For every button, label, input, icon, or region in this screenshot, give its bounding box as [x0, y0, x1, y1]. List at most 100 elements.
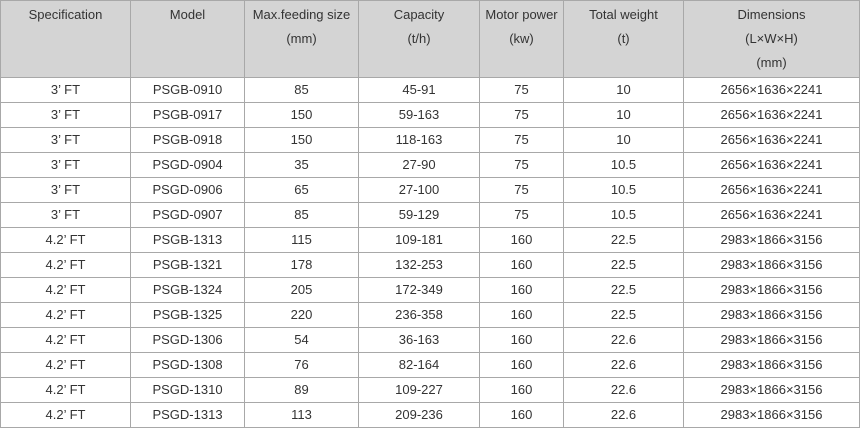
- table-row: 4.2’ FT PSGD-1313 113 209-236 160 22.6 2983×18…: [0, 402, 860, 428]
- table-cell: 10.5: [563, 177, 684, 203]
- header-text: (mm): [756, 55, 787, 70]
- table-cell: 54: [244, 327, 359, 353]
- table-cell: 22.5: [563, 302, 684, 328]
- table-cell: 3’ FT: [0, 102, 131, 128]
- table-cell: 3’ FT: [0, 177, 131, 203]
- table-cell: 76: [244, 352, 359, 378]
- header-text: Capacity: [393, 7, 445, 22]
- table-cell: 115: [244, 227, 359, 253]
- header-text: Specification: [28, 7, 103, 22]
- table-body: 3’ FT PSGB-0910 85 45-91 75 10 2656×1636×2241 3…: [0, 77, 860, 428]
- table-cell: 236-358: [358, 302, 480, 328]
- header-text: Motor power: [485, 7, 558, 22]
- table-row: 4.2’ FT PSGB-1321 178 132-253 160 22.5 2983×18…: [0, 252, 860, 278]
- table-cell: 85: [244, 77, 359, 103]
- table-cell: 75: [479, 77, 564, 103]
- table-cell: 160: [479, 352, 564, 378]
- table-cell: PSGB-1313: [130, 227, 245, 253]
- header-text: (t/h): [407, 31, 431, 46]
- table-cell: 10: [563, 127, 684, 153]
- table-cell: 75: [479, 152, 564, 178]
- table-cell: 3’ FT: [0, 152, 131, 178]
- table-cell: PSGB-1324: [130, 277, 245, 303]
- header-text: (L×W×H): [745, 31, 798, 46]
- table-cell: PSGB-1321: [130, 252, 245, 278]
- table-cell: PSGB-0917: [130, 102, 245, 128]
- table-cell: PSGD-1310: [130, 377, 245, 403]
- table-cell: 109-181: [358, 227, 480, 253]
- table-cell: 2656×1636×2241: [683, 177, 860, 203]
- table-cell: 45-91: [358, 77, 480, 103]
- table-row: 4.2’ FT PSGB-1313 115 109-181 160 22.5 2983×18…: [0, 227, 860, 253]
- table-row: 4.2’ FT PSGD-1306 54 36-163 160 22.6 2983×1866…: [0, 327, 860, 353]
- table-cell: PSGB-1325: [130, 302, 245, 328]
- table-cell: 172-349: [358, 277, 480, 303]
- header-cell: Max.feeding size (mm): [244, 0, 359, 78]
- table-cell: 3’ FT: [0, 127, 131, 153]
- table-cell: 4.2’ FT: [0, 377, 131, 403]
- table-cell: 4.2’ FT: [0, 302, 131, 328]
- header-cell: Model: [130, 0, 245, 78]
- table-cell: 85: [244, 202, 359, 228]
- table-cell: 75: [479, 202, 564, 228]
- table-cell: PSGB-0918: [130, 127, 245, 153]
- table-cell: 27-90: [358, 152, 480, 178]
- table-cell: 220: [244, 302, 359, 328]
- table-cell: 22.5: [563, 252, 684, 278]
- header-text: (kw): [509, 31, 534, 46]
- table-cell: 2983×1866×3156: [683, 377, 860, 403]
- table-cell: 160: [479, 227, 564, 253]
- table-row: 3’ FT PSGD-0906 65 27-100 75 10.5 2656×1636×22…: [0, 177, 860, 203]
- table-cell: 160: [479, 252, 564, 278]
- table-cell: 2983×1866×3156: [683, 277, 860, 303]
- table-cell: 27-100: [358, 177, 480, 203]
- table-cell: 10.5: [563, 152, 684, 178]
- table-cell: PSGD-1308: [130, 352, 245, 378]
- table-cell: PSGD-0904: [130, 152, 245, 178]
- table-cell: 160: [479, 327, 564, 353]
- table-cell: 10: [563, 102, 684, 128]
- table-cell: PSGD-0907: [130, 202, 245, 228]
- table-row: 4.2’ FT PSGD-1308 76 82-164 160 22.6 2983×1866…: [0, 352, 860, 378]
- table-header: Specification Model Max.feeding size (mm) Ca…: [0, 0, 860, 78]
- table-cell: 89: [244, 377, 359, 403]
- table-cell: PSGB-0910: [130, 77, 245, 103]
- header-text: Total weight: [589, 7, 658, 22]
- table-cell: 178: [244, 252, 359, 278]
- table-cell: 10.5: [563, 202, 684, 228]
- table-cell: 35: [244, 152, 359, 178]
- table-cell: 4.2’ FT: [0, 227, 131, 253]
- table-cell: 22.6: [563, 352, 684, 378]
- table-cell: 4.2’ FT: [0, 327, 131, 353]
- table-cell: 22.5: [563, 277, 684, 303]
- table-cell: PSGD-1306: [130, 327, 245, 353]
- table-cell: 4.2’ FT: [0, 352, 131, 378]
- table-cell: 2983×1866×3156: [683, 227, 860, 253]
- table-cell: 65: [244, 177, 359, 203]
- table-cell: 132-253: [358, 252, 480, 278]
- table-cell: 59-129: [358, 202, 480, 228]
- table-row: 3’ FT PSGD-0907 85 59-129 75 10.5 2656×1636×22…: [0, 202, 860, 228]
- header-text: Model: [169, 7, 206, 22]
- table-cell: 4.2’ FT: [0, 252, 131, 278]
- table-row: 4.2’ FT PSGD-1310 89 109-227 160 22.6 2983×186…: [0, 377, 860, 403]
- table-cell: 75: [479, 127, 564, 153]
- table-cell: 160: [479, 377, 564, 403]
- table-cell: 205: [244, 277, 359, 303]
- table-cell: 2983×1866×3156: [683, 402, 860, 428]
- header-row: Specification Model Max.feeding size (mm) Ca…: [0, 0, 860, 78]
- table-cell: 150: [244, 127, 359, 153]
- table-cell: 2656×1636×2241: [683, 127, 860, 153]
- table-cell: 160: [479, 402, 564, 428]
- table-cell: 2656×1636×2241: [683, 202, 860, 228]
- table-cell: 59-163: [358, 102, 480, 128]
- table-row: 3’ FT PSGB-0917 150 59-163 75 10 2656×1636×224…: [0, 102, 860, 128]
- table-row: 3’ FT PSGD-0904 35 27-90 75 10.5 2656×1636×224…: [0, 152, 860, 178]
- table-cell: 109-227: [358, 377, 480, 403]
- header-text: (mm): [286, 31, 317, 46]
- table-cell: 22.6: [563, 377, 684, 403]
- table-cell: 2656×1636×2241: [683, 102, 860, 128]
- table-cell: 3’ FT: [0, 77, 131, 103]
